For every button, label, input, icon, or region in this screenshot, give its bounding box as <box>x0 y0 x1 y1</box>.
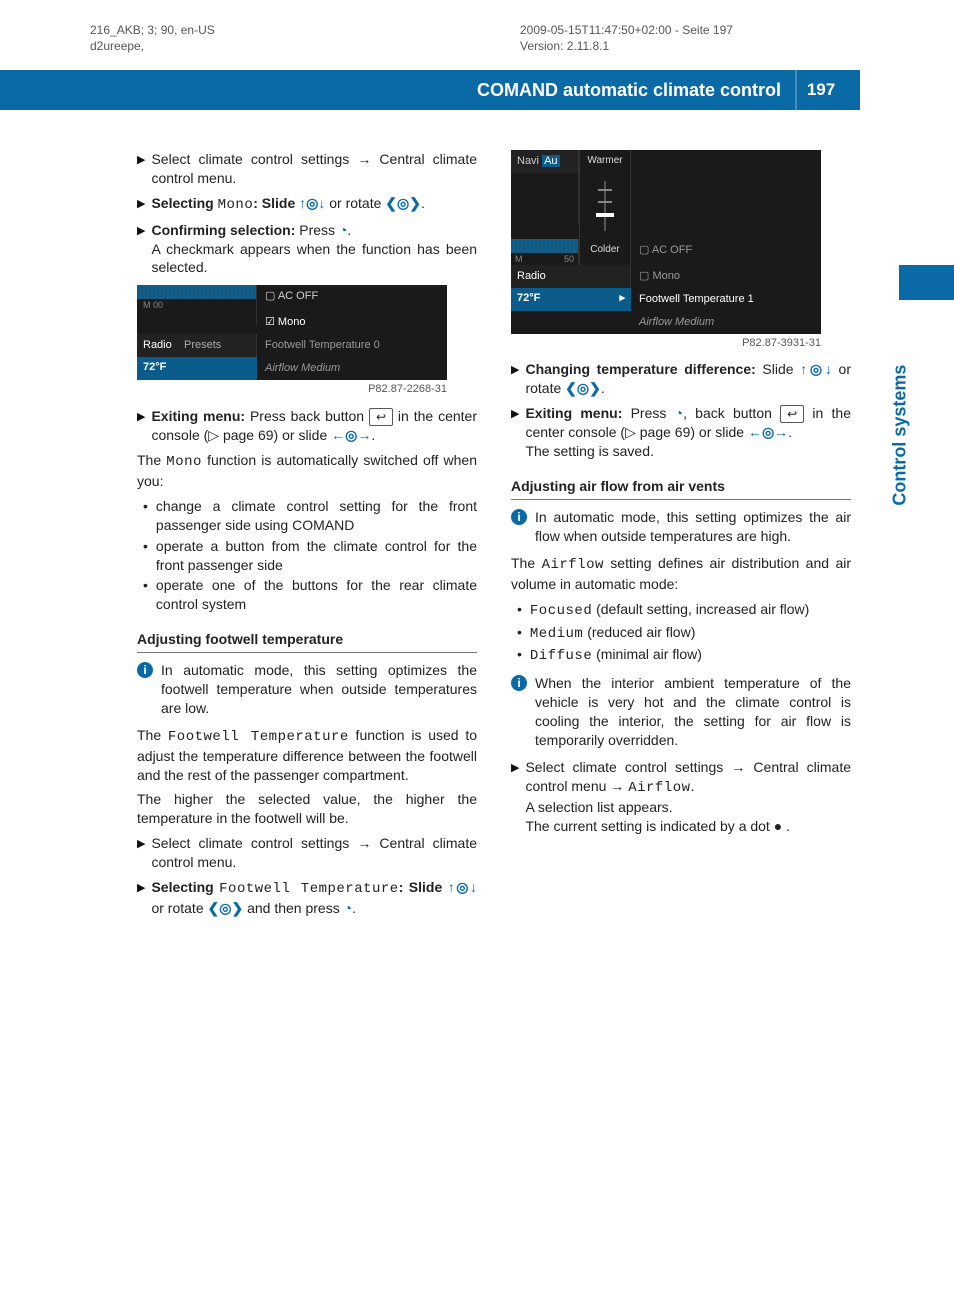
bullet: •operate one of the buttons for the rear… <box>143 576 477 614</box>
step: ▶ Changing temperature difference: Slide… <box>511 360 851 398</box>
step: ▶ Select climate control settings → Cent… <box>137 834 477 872</box>
menu-item-selected: ☑ Mono <box>257 311 447 334</box>
menu-item: ▢ Mono <box>631 265 821 288</box>
navi-label: Navi Au <box>511 150 579 173</box>
triangle-icon: ▶ <box>137 837 145 872</box>
scale-labels: M 00 <box>137 299 256 311</box>
meta-left-2: d2ureepe, <box>90 38 215 54</box>
step-text: Select climate control settings → Centra… <box>525 758 851 836</box>
figure-caption: P82.87-2268-31 <box>137 382 447 397</box>
bullet: •change a climate control setting for th… <box>143 497 477 535</box>
column-left: ▶ Select climate control settings → Cent… <box>137 150 477 924</box>
meta-left: 216_AKB; 3; 90, en-US d2ureepe, <box>90 22 215 54</box>
info-note: i In automatic mode, this setting optimi… <box>511 508 851 546</box>
triangle-icon: ▶ <box>511 407 519 461</box>
warmer-label: Warmer <box>587 154 622 168</box>
rotate-icon: ❮◎❯ <box>385 195 421 211</box>
paragraph: The Footwell Temperature function is use… <box>137 726 477 785</box>
step-text: Selecting Footwell Temperature: Slide ↑◎… <box>151 878 477 918</box>
triangle-icon: ▶ <box>511 363 519 398</box>
slide-vertical-icon: ↑◎↓ <box>800 361 832 377</box>
info-icon: i <box>511 675 527 691</box>
press-icon: ◔ <box>675 405 683 421</box>
paragraph: The higher the selected value, the highe… <box>137 790 477 828</box>
info-note: i When the interior ambient temperature … <box>511 674 851 750</box>
triangle-icon: ▶ <box>137 197 145 215</box>
triangle-icon: ▶ <box>137 881 145 918</box>
meta-left-1: 216_AKB; 3; 90, en-US <box>90 22 215 38</box>
menu-item: ▢ AC OFF <box>631 239 821 265</box>
temperature-display: 72°F <box>137 357 257 380</box>
triangle-icon: ▶ <box>137 410 145 445</box>
radio-label: Radio <box>511 265 631 288</box>
menu-item-selected: Footwell Temperature 1 <box>631 288 821 311</box>
slide-horizontal-icon: ←◎→ <box>748 424 788 440</box>
step: ▶ Exiting menu: Press ◔, back button ↩ i… <box>511 404 851 461</box>
comand-screenshot-2: Navi Au Warmer <box>511 150 821 334</box>
step-text: Exiting menu: Press back button ↩ in the… <box>151 407 477 445</box>
menu-item: Footwell Temperature 0 <box>257 334 447 357</box>
step: ▶ Select climate control settings → Cent… <box>511 758 851 836</box>
colder-label: Colder <box>590 243 619 257</box>
menu-item: Airflow Medium <box>257 357 447 380</box>
radio-label: Radio Presets <box>137 334 257 357</box>
side-tab-label: Control systems <box>888 364 912 505</box>
step: ▶ Select climate control settings → Cent… <box>137 150 477 188</box>
scale-bar <box>137 285 256 299</box>
triangle-icon: ▶ <box>137 153 145 188</box>
menu-item: Airflow Medium <box>631 311 821 334</box>
section-heading: Adjusting footwell temperature <box>137 630 477 653</box>
step: ▶ Selecting Mono: Slide ↑◎↓ or rotate ❮◎… <box>137 194 477 215</box>
menu-item: ▢ AC OFF <box>257 285 447 311</box>
step-text: Selecting Mono: Slide ↑◎↓ or rotate ❮◎❯. <box>151 194 477 215</box>
step-text: Select climate control settings → Centra… <box>151 150 477 188</box>
bullet: •Medium (reduced air flow) <box>517 623 851 644</box>
slide-vertical-icon: ↑◎↓ <box>299 195 325 211</box>
figure-caption: P82.87-3931-31 <box>511 336 821 351</box>
info-icon: i <box>137 662 153 678</box>
step-text: Changing temperature difference: Slide ↑… <box>525 360 851 398</box>
back-button-icon: ↩ <box>780 405 804 423</box>
step-text: Exiting menu: Press ◔, back button ↩ in … <box>525 404 851 461</box>
triangle-icon: ▶ <box>511 761 519 836</box>
rotate-icon: ❮◎❯ <box>565 380 601 396</box>
paragraph: The Airflow setting defines air distribu… <box>511 554 851 594</box>
rotate-icon: ❮◎❯ <box>208 900 244 916</box>
meta-right: 2009-05-15T11:47:50+02:00 - Seite 197 Ve… <box>520 22 733 54</box>
meta-right-1: 2009-05-15T11:47:50+02:00 - Seite 197 <box>520 22 733 38</box>
bullet: •Focused (default setting, increased air… <box>517 600 851 621</box>
comand-screenshot-1: M 00 ▢ AC OFF ☑ Mono Radio Presets Footw… <box>137 285 447 380</box>
paragraph: The Mono function is automatically switc… <box>137 451 477 491</box>
step: ▶ Confirming selection: Press ◔. A check… <box>137 221 477 278</box>
info-icon: i <box>511 509 527 525</box>
slide-vertical-icon: ↑◎↓ <box>448 879 477 895</box>
press-icon: ◔ <box>344 900 352 916</box>
step: ▶ Selecting Footwell Temperature: Slide … <box>137 878 477 918</box>
step-text: Select climate control settings → Centra… <box>151 834 477 872</box>
step-text: Confirming selection: Press ◔. A checkma… <box>151 221 477 278</box>
step: ▶ Exiting menu: Press back button ↩ in t… <box>137 407 477 445</box>
page-header-bar: COMAND automatic climate control 197 <box>0 70 860 110</box>
section-side-tab: Control systems <box>884 330 916 540</box>
bullet: •Diffuse (minimal air flow) <box>517 645 851 666</box>
column-right: Navi Au Warmer <box>511 150 851 924</box>
info-note: i In automatic mode, this setting optimi… <box>137 661 477 718</box>
meta-right-2: Version: 2.11.8.1 <box>520 38 733 54</box>
bullet: •operate a button from the climate contr… <box>143 537 477 575</box>
content-area: ▶ Select climate control settings → Cent… <box>137 150 857 924</box>
back-button-icon: ↩ <box>369 408 393 426</box>
page-title: COMAND automatic climate control <box>477 78 781 102</box>
slide-horizontal-icon: ←◎→ <box>331 427 371 443</box>
page-number: 197 <box>795 70 845 110</box>
scale-bar <box>511 239 578 253</box>
temperature-display: 72°F▸ <box>511 288 631 311</box>
triangle-icon: ▶ <box>137 224 145 278</box>
section-heading: Adjusting air flow from air vents <box>511 477 851 500</box>
side-tab-marker <box>899 265 954 300</box>
temperature-slider <box>604 181 606 231</box>
